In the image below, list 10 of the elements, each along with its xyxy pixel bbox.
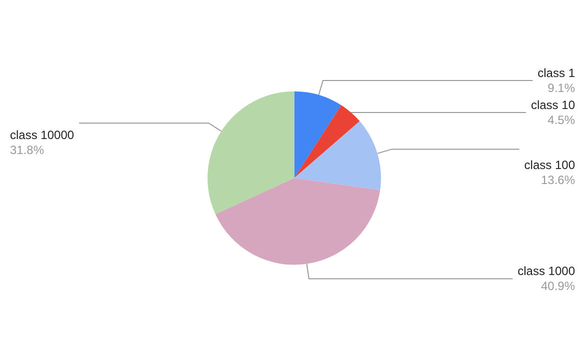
data-label: 9.1%	[548, 80, 576, 95]
slice-label: class 10000	[10, 128, 74, 142]
data-label: 40.9%	[540, 279, 576, 294]
slice-label: class 10	[530, 98, 576, 112]
data-label: 13.6%	[540, 172, 576, 187]
data-label: 4.5%	[548, 112, 576, 127]
slice-label: class 1000	[518, 264, 576, 278]
data-label: 31.8%	[10, 142, 44, 157]
slice-label: class 100	[524, 158, 576, 172]
slice-label: class 1	[538, 66, 576, 80]
